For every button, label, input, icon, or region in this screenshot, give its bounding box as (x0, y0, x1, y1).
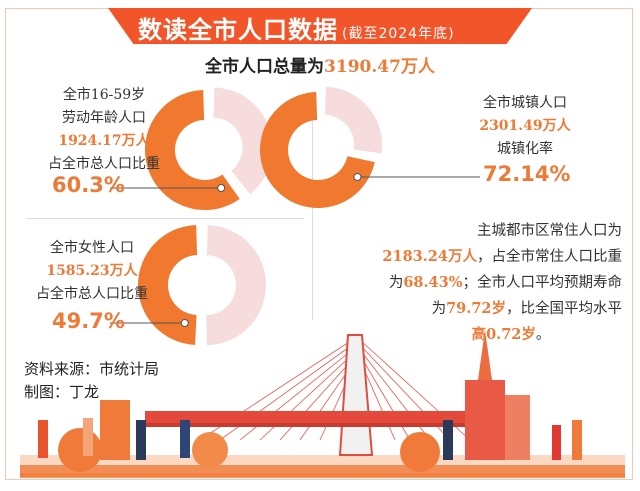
leader-dot (180, 319, 189, 327)
share-label: 城镇化率 (497, 141, 553, 157)
donut-slice-main (145, 90, 240, 211)
leader-dot (217, 184, 226, 192)
source: 资料来源：市统计局 (24, 360, 160, 378)
city-illustration (20, 330, 625, 478)
note-value: 2183.24万人 (382, 248, 477, 265)
value-text: 1924.17万人 (58, 133, 150, 149)
share-label: 占全市总人口比重 (48, 156, 160, 172)
note-text: 为 (431, 301, 447, 317)
percent-label: 60.3% (52, 173, 125, 197)
percent-label: 49.7% (52, 309, 125, 333)
note-value: 79.72岁 (446, 300, 506, 317)
donut-slice-rest (325, 86, 383, 154)
female-label: 全市女性人口 1585.23万人 占全市总人口比重 (22, 237, 162, 306)
title-text: 数读全市人口数据 (138, 16, 338, 44)
note-value: 68.43% (403, 274, 463, 291)
note-paragraph: 主城都市区常住人口为 2183.24万人，占全市常住人口比重 为68.43%；全… (340, 218, 622, 348)
labor-label: 全市16-59岁 劳动年龄人口 1924.17万人 占全市总人口比重 (34, 84, 174, 176)
donut-slice-main (137, 225, 198, 345)
note-text: ，占全市常住人口比重 (477, 249, 622, 265)
share-label: 占全市总人口比重 (36, 286, 148, 302)
donut-slice-main (259, 92, 375, 208)
author: 制图：丁龙 (24, 383, 100, 401)
title-banner (108, 8, 532, 44)
label-line: 全市16-59岁 (62, 87, 146, 103)
total-population: 全市人口总量为3190.47万人 (0, 52, 640, 77)
note-text: 。 (535, 327, 551, 343)
title: 数读全市人口数据 (截至2024年底) (138, 10, 455, 45)
subtitle: (截至2024年底) (342, 26, 455, 42)
divider-vertical (312, 100, 313, 320)
donut-slice-rest (206, 225, 266, 346)
note-value: 高0.72岁 (471, 326, 536, 343)
leader-dot (353, 173, 362, 181)
people (38, 418, 582, 460)
note-text: 主城都市区常住人口为 (477, 223, 622, 239)
note-text: ；全市人口平均预期寿命 (462, 275, 623, 291)
percent-label: 72.14% (483, 162, 571, 186)
divider-horizontal (26, 218, 304, 219)
value-text: 1585.23万人 (46, 263, 138, 279)
donut-slice-rest (213, 87, 273, 195)
credits: 资料来源：市统计局 制图：丁龙 (24, 358, 159, 404)
note-text: ，比全国平均水平 (506, 301, 622, 317)
total-value: 3190.47万人 (324, 57, 435, 77)
value-text: 2301.49万人 (479, 118, 571, 134)
label-line: 劳动年龄人口 (62, 110, 146, 126)
label-line: 全市城镇人口 (483, 95, 567, 111)
note-text: 为 (388, 275, 404, 291)
label-line: 全市女性人口 (50, 240, 134, 256)
urban-label: 全市城镇人口 2301.49万人 城镇化率 (460, 92, 590, 161)
total-label: 全市人口总量为 (205, 57, 325, 77)
